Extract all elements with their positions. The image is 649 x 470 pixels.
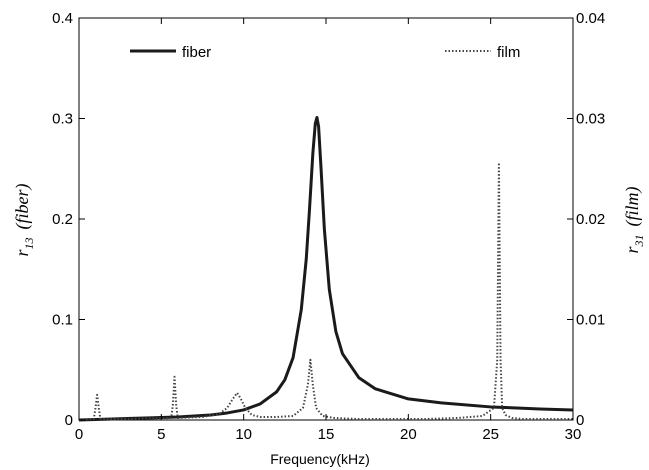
plot-frame [78,17,574,421]
y-axis-label-left: r13(fiber) [12,183,36,256]
y-left-tick-label: 0.2 [52,211,73,228]
legend: fiber film [130,44,520,61]
ticks-layer: 0 5 10 15 20 25 3000.10.20.30.400.010.020.030.… [52,10,605,443]
y-right-tick-label: 0.01 [576,312,605,329]
x-tick-label: 10 [235,426,252,443]
y-left-tick-label: 0.4 [52,10,73,27]
x-tick-label: 0 [75,426,83,443]
y-right-tick-label: 0.02 [576,211,605,228]
y-left-tick-label: 0 [65,412,73,429]
legend-fiber-label: fiber [182,44,211,61]
x-axis-label: Frequency(kHz) [270,451,370,467]
y-right-tick-label: 0.03 [576,111,605,128]
y-axis-label-right: r31(film) [622,186,646,253]
y-left-tick-label: 0.1 [52,312,73,329]
series-layer [78,116,574,422]
x-tick-label: 5 [157,426,165,443]
y-left-tick-label: 0.3 [52,111,73,128]
y-right-tick-label: 0 [576,412,584,429]
series-line-fiber [78,116,574,422]
series-line-film [78,161,573,421]
x-tick-label: 25 [482,426,499,443]
x-tick-label: 30 [565,426,582,443]
y-right-tick-label: 0.04 [576,10,605,27]
legend-film-label: film [497,44,520,61]
x-tick-label: 15 [318,426,335,443]
x-tick-label: 20 [400,426,417,443]
